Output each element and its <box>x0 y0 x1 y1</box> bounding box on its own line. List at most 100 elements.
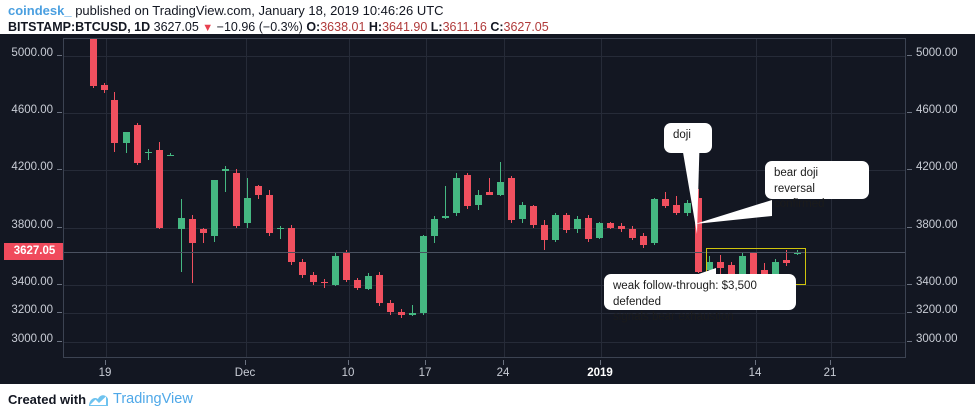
candle-body <box>420 236 427 314</box>
candle-body <box>299 261 306 275</box>
candle-body <box>684 203 691 214</box>
bear-doji-callout[interactable]: bear doji reversal confirmed <box>765 161 869 210</box>
candle-wick <box>489 177 490 195</box>
candle-wick <box>412 304 413 317</box>
candle-body <box>596 223 603 238</box>
y-axis-tick-label: 5000.00 <box>11 47 53 60</box>
tradingview-brand[interactable]: TradingView <box>113 391 193 407</box>
author-name[interactable]: coindesk_ <box>8 3 72 18</box>
gridline-horizontal <box>64 56 905 58</box>
candle-body <box>717 261 724 268</box>
candle-body <box>585 217 592 239</box>
candle-body <box>156 150 163 228</box>
y-axis-tick-mark <box>57 283 62 285</box>
candle-wick <box>500 161 501 197</box>
candle-body <box>629 229 636 238</box>
gridline-horizontal <box>64 284 905 286</box>
price-axis-left[interactable]: 5000.00 4600.00 4200.00 3800.00 3400.00 3200.… <box>0 34 63 384</box>
candle-body <box>640 236 647 245</box>
candle-body <box>695 197 702 272</box>
y-axis-tick-mark <box>57 226 62 228</box>
current-price-line <box>64 252 905 254</box>
down-triangle-icon: ▼ <box>202 22 214 34</box>
x-axis-tick-mark <box>755 360 756 365</box>
candle-body <box>354 280 361 288</box>
candle-body <box>431 219 438 237</box>
close-label: C: <box>490 20 504 34</box>
x-axis-tick-mark <box>105 360 106 365</box>
y-axis-tick-mark <box>907 226 912 228</box>
y-axis-tick-label: 4200.00 <box>916 161 958 174</box>
chart-plot-area[interactable] <box>63 38 906 358</box>
candle-body <box>376 274 383 304</box>
y-axis-tick-mark <box>57 169 62 171</box>
y-axis-tick-label: 4200.00 <box>11 161 53 174</box>
y-axis-tick-mark <box>57 312 62 314</box>
open-value: 3638.01 <box>320 20 366 34</box>
y-axis-tick-label: 5000.00 <box>916 47 958 60</box>
gridline-vertical <box>106 39 107 357</box>
candle-body <box>651 199 658 244</box>
y-axis-tick-label: 3800.00 <box>11 218 53 231</box>
y-axis-tick-label: 3400.00 <box>11 275 53 288</box>
y-axis-tick-label: 3400.00 <box>916 275 958 288</box>
close-value: 3627.05 <box>503 20 549 34</box>
quote-line: BITSTAMP:BTCUSD, 1D 3627.05 ▼ −10.96 (−0… <box>8 20 549 34</box>
candlestick-chart[interactable]: 5000.00 4600.00 4200.00 3800.00 3400.00 3200.… <box>0 34 975 384</box>
candle-wick <box>280 226 281 239</box>
candle-body <box>618 226 625 229</box>
candle-body <box>673 204 680 214</box>
candle-wick <box>192 214 193 284</box>
y-axis-tick-mark <box>907 312 912 314</box>
high-label: H: <box>368 20 383 34</box>
y-axis-tick-label: 3800.00 <box>916 218 958 231</box>
candle-body <box>772 261 779 275</box>
y-axis-tick-mark <box>907 55 912 57</box>
y-axis-tick-label: 4600.00 <box>916 104 958 117</box>
y-axis-tick-label: 3000.00 <box>11 332 53 345</box>
candle-body <box>145 151 152 154</box>
candle-body <box>134 124 141 164</box>
candle-body <box>607 223 614 228</box>
chart-footer: Created with TradingView <box>0 384 975 418</box>
candle-body <box>706 261 713 271</box>
gridline-horizontal <box>64 113 905 115</box>
y-axis-tick-mark <box>907 340 912 342</box>
candle-body <box>222 169 229 171</box>
x-axis-tick-mark <box>245 360 246 365</box>
gridline-vertical <box>756 39 757 357</box>
candle-body <box>321 281 328 284</box>
candle-body <box>123 131 130 144</box>
gridline-vertical <box>504 39 505 357</box>
y-axis-tick-label: 4600.00 <box>11 104 53 117</box>
candle-body <box>486 191 493 195</box>
price-change: −10.96 (−0.3%) <box>216 20 303 34</box>
x-axis-tick-label: 10 <box>341 367 355 379</box>
x-axis-tick-label: 19 <box>98 367 112 379</box>
candle-body <box>310 274 317 282</box>
y-axis-tick-label: 3000.00 <box>916 332 958 345</box>
y-axis-tick-label: 3200.00 <box>916 304 958 317</box>
symbol-label[interactable]: BITSTAMP:BTCUSD, 1D <box>8 20 151 34</box>
candle-body <box>233 173 240 227</box>
candle-body <box>662 199 669 207</box>
candle-body <box>530 206 537 225</box>
price-tag-right: 3627.05 <box>6 243 63 261</box>
gridline-horizontal <box>64 227 905 229</box>
candle-body <box>343 253 350 281</box>
candle-body <box>739 256 746 282</box>
open-label: O: <box>306 20 321 34</box>
price-axis-right[interactable]: 5000.00 4600.00 4200.00 3800.00 3400.00 3200.… <box>906 34 975 384</box>
candle-body <box>750 253 757 277</box>
gridline-vertical <box>349 39 350 357</box>
candle-body <box>178 217 185 229</box>
candle-wick <box>445 186 446 219</box>
candle-body <box>90 39 97 87</box>
candle-body <box>365 276 372 289</box>
x-axis-tick-label: 17 <box>418 367 432 379</box>
candle-body <box>563 214 570 231</box>
candle-body <box>453 177 460 214</box>
weak-follow-through-callout[interactable]: weak follow-through: $3,500 defended sig… <box>604 274 796 323</box>
doji-callout[interactable]: doji <box>664 123 712 153</box>
gridline-vertical <box>426 39 427 357</box>
